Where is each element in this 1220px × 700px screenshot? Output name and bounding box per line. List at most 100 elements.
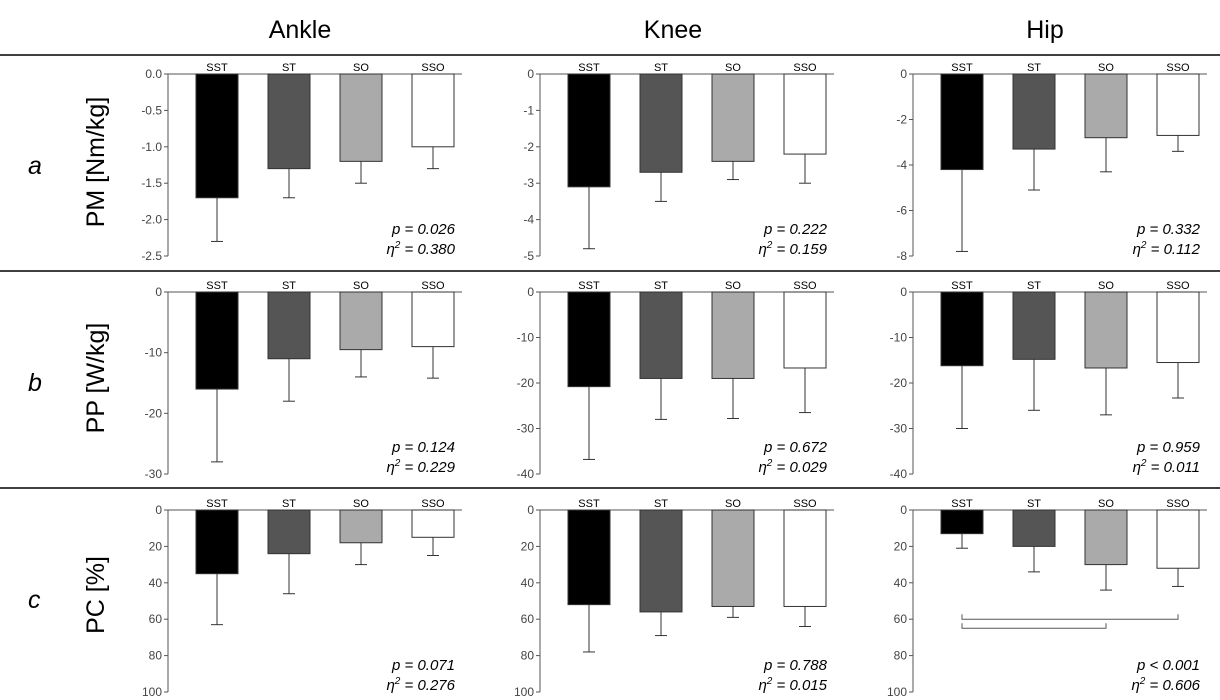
y-tick-label: 0 xyxy=(155,503,162,517)
panel-1-1: 0 -10 -20 -30 -40 SST ST SO SSO p = 0.672 η2 = 0.0… xyxy=(517,280,834,481)
category-label-sst: SST xyxy=(951,62,973,74)
y-tick-label: 0 xyxy=(900,67,907,81)
y-tick-label: 0 xyxy=(527,67,534,81)
y-tick-label: 0 xyxy=(900,503,907,517)
column-title-hip: Hip xyxy=(1026,16,1064,44)
y-tick-label: -40 xyxy=(890,467,908,481)
bar-so xyxy=(339,509,383,544)
y-tick-label: -1 xyxy=(523,103,534,117)
significance-bracket xyxy=(961,614,1179,620)
y-tick-label: -10 xyxy=(890,331,908,345)
category-label-st: ST xyxy=(1027,498,1041,510)
row-ylabel-pc: PC [%] xyxy=(82,556,110,634)
column-titles: Ankle Knee Hip xyxy=(269,16,1064,44)
category-label-sso: SSO xyxy=(1166,280,1190,292)
y-tick-label: -0.5 xyxy=(141,103,162,117)
panel-1-0: 0 -10 -20 -30 SST ST SO SSO p = 0.124 η2 = 0.229 xyxy=(145,280,462,481)
y-tick-label: -2.0 xyxy=(141,213,162,227)
stat-p-value: p = 0.222 xyxy=(763,221,828,238)
category-label-sso: SSO xyxy=(421,280,445,292)
stat-eta-squared: η2 = 0.606 xyxy=(1131,676,1200,694)
bar-so xyxy=(711,291,755,379)
y-tick-label: 80 xyxy=(149,649,163,663)
y-tick-label: 80 xyxy=(521,649,535,663)
y-tick-label: 80 xyxy=(894,649,908,663)
panel-2-1: 0 20 40 60 80 100 SST ST SO SSO p = 0.788 η2 = 0.01… xyxy=(514,498,834,699)
panel-1-2: 0 -10 -20 -30 -40 SST ST SO SSO p = 0.959 η2 = 0.0… xyxy=(890,280,1207,481)
category-label-sst: SST xyxy=(578,62,600,74)
y-tick-label: -30 xyxy=(145,467,163,481)
bar-so xyxy=(1084,73,1128,139)
category-label-sso: SSO xyxy=(1166,498,1190,510)
category-label-so: SO xyxy=(725,62,741,74)
y-tick-label: -6 xyxy=(896,204,907,218)
row-labels: a PM [Nm/kg] b PP [W/kg] c PC [%] xyxy=(28,97,110,634)
row-letter-c: c xyxy=(28,586,41,614)
category-label-so: SO xyxy=(1098,498,1114,510)
stat-eta-squared: η2 = 0.029 xyxy=(758,458,827,476)
category-label-st: ST xyxy=(1027,62,1041,74)
category-label-so: SO xyxy=(353,498,369,510)
bar-st xyxy=(267,509,311,555)
bar-sso xyxy=(783,291,827,369)
category-label-so: SO xyxy=(1098,62,1114,74)
bar-so xyxy=(1084,291,1128,369)
stat-eta-squared: η2 = 0.276 xyxy=(386,676,455,694)
y-tick-label: -4 xyxy=(896,158,907,172)
stat-p-value: p = 0.959 xyxy=(1136,439,1201,456)
stat-eta-squared: η2 = 0.015 xyxy=(758,676,827,694)
y-tick-label: 40 xyxy=(149,576,163,590)
bar-so xyxy=(711,73,755,162)
panel-0-2: 0 -2 -4 -6 -8 SST ST SO SSO p = 0.332 η2 = 0.112 xyxy=(896,62,1207,263)
bar-st xyxy=(639,291,683,379)
y-tick-label: -5 xyxy=(523,249,534,263)
stat-p-value: p = 0.026 xyxy=(391,221,456,238)
bar-sst xyxy=(940,73,984,171)
y-tick-label: -2 xyxy=(523,140,534,154)
y-tick-label: 0 xyxy=(900,285,907,299)
panel-2-2: 0 20 40 60 80 100 SST ST SO SSO p < 0.001 η2 = 0.60… xyxy=(887,498,1207,699)
stat-eta-squared: η2 = 0.112 xyxy=(1133,240,1201,258)
y-tick-label: -40 xyxy=(517,467,535,481)
category-label-st: ST xyxy=(1027,280,1041,292)
y-tick-label: -4 xyxy=(523,213,534,227)
stat-p-value: p < 0.001 xyxy=(1136,657,1200,674)
category-label-sso: SSO xyxy=(421,62,445,74)
bar-st xyxy=(267,291,311,360)
y-tick-label: 0 xyxy=(527,285,534,299)
category-label-sst: SST xyxy=(578,280,600,292)
bar-so xyxy=(1084,509,1128,566)
bar-st xyxy=(639,73,683,173)
panel-0-0: 0.0 -0.5 -1.0 -1.5 -2.0 -2.5 SST ST SO SSO p = 0.0… xyxy=(141,62,462,263)
bar-sst xyxy=(940,509,984,535)
bar-sst xyxy=(567,509,611,606)
bar-so xyxy=(711,509,755,607)
y-tick-label: -3 xyxy=(523,176,534,190)
stat-p-value: p = 0.071 xyxy=(391,657,455,674)
category-label-so: SO xyxy=(725,280,741,292)
bar-sso xyxy=(783,509,827,607)
bar-st xyxy=(267,73,311,170)
category-label-so: SO xyxy=(353,62,369,74)
y-tick-label: -2.5 xyxy=(141,249,162,263)
y-tick-label: -8 xyxy=(896,249,907,263)
category-label-so: SO xyxy=(1098,280,1114,292)
category-label-sso: SSO xyxy=(793,498,817,510)
bar-sso xyxy=(783,73,827,155)
category-label-st: ST xyxy=(654,498,668,510)
panel-2-0: 0 20 40 60 80 100 SST ST SO SSO p = 0.071 η2 = 0.27… xyxy=(142,498,462,699)
y-tick-label: 20 xyxy=(149,539,163,553)
y-tick-label: 20 xyxy=(521,539,535,553)
category-label-so: SO xyxy=(353,280,369,292)
bar-sst xyxy=(940,291,984,367)
bar-sso xyxy=(411,73,455,148)
y-tick-label: 60 xyxy=(894,612,908,626)
bar-sso xyxy=(1156,509,1200,569)
bar-so xyxy=(339,291,383,351)
bar-sst xyxy=(195,509,239,575)
category-label-sst: SST xyxy=(206,280,228,292)
bar-sst xyxy=(567,73,611,188)
y-tick-label: 40 xyxy=(894,576,908,590)
y-tick-label: -10 xyxy=(517,331,535,345)
